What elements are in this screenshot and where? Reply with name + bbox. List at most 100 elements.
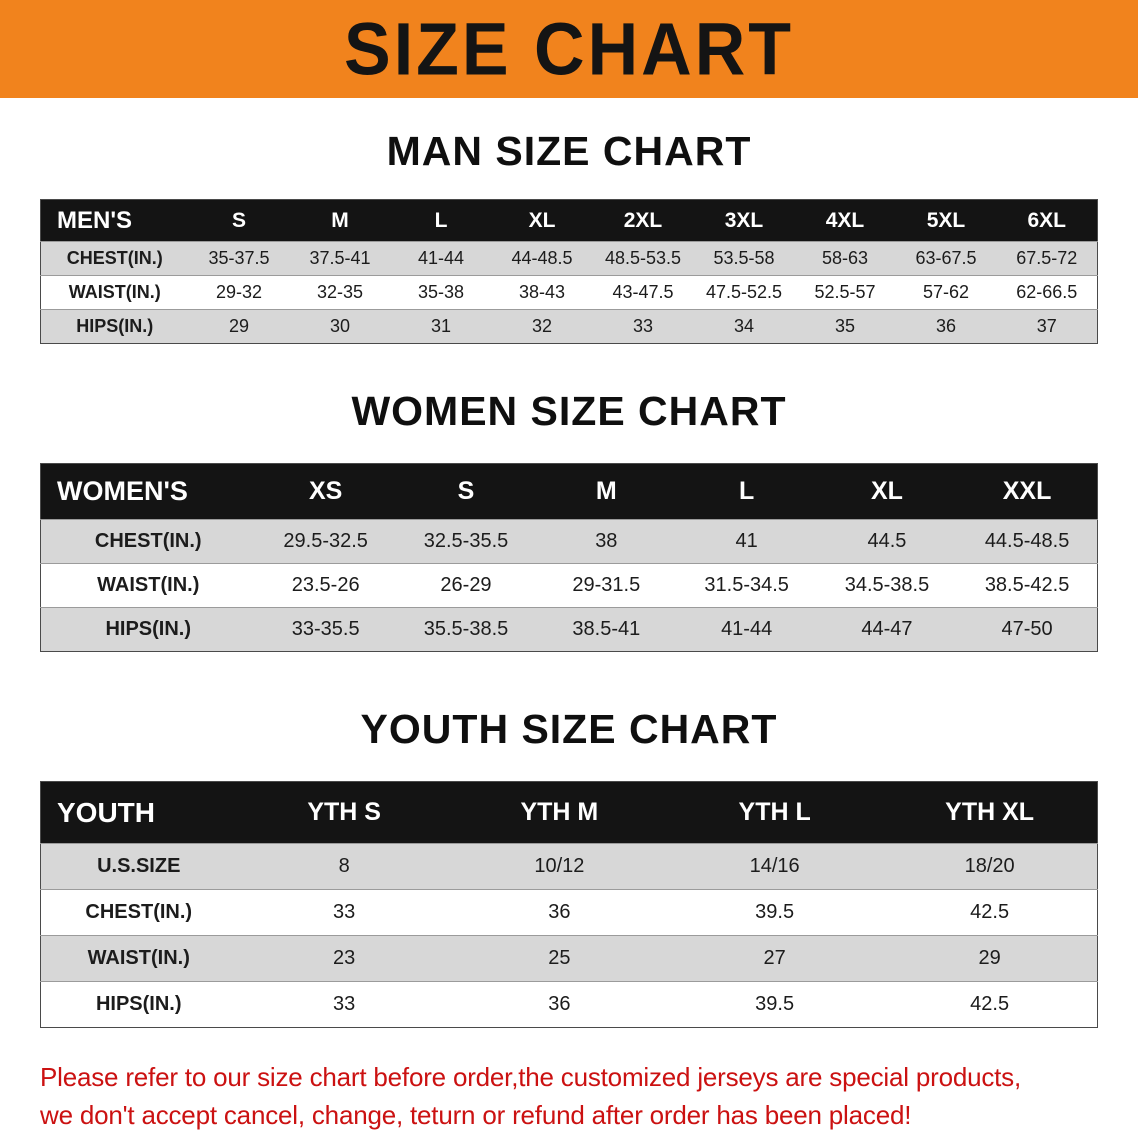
row-label-cell: HIPS(IN.) — [40, 607, 256, 652]
measurement-value-cell: 27 — [667, 935, 883, 982]
measurement-value-cell: 32-35 — [289, 275, 391, 310]
size-column-header: XXL — [957, 463, 1098, 520]
measurement-value-cell: 67.5-72 — [996, 241, 1098, 276]
measurement-value-cell: 32 — [491, 309, 593, 344]
measurement-value-cell: 32.5-35.5 — [395, 519, 537, 564]
header-row: MEN'S S M L XL 2XL 3XL 4XL 5XL 6XL — [40, 199, 1098, 242]
measurement-value-cell: 35 — [794, 309, 896, 344]
measurement-value-cell: 10/12 — [451, 843, 667, 890]
measurement-value-cell: 34.5-38.5 — [816, 563, 958, 608]
disclaimer-line-2: we don't accept cancel, change, teturn o… — [40, 1100, 912, 1130]
measurement-value-cell: 38.5-41 — [536, 607, 677, 652]
measurement-row: WAIST(IN.) 23.5-26 26-29 29-31.5 31.5-34.5 34… — [40, 563, 1098, 608]
measurement-value-cell: 36 — [895, 309, 997, 344]
measurement-row: U.S.SIZE 8 10/12 14/16 18/20 — [40, 843, 1098, 890]
measurement-value-cell: 58-63 — [794, 241, 896, 276]
youth-section-heading: YOUTH SIZE CHART — [360, 706, 778, 752]
size-column-header: M — [289, 199, 391, 242]
measurement-value-cell: 34 — [693, 309, 795, 344]
header-row: YOUTH YTH S YTH M YTH L YTH XL — [40, 781, 1098, 844]
measurement-value-cell: 8 — [236, 843, 452, 890]
measurement-value-cell: 26-29 — [395, 563, 537, 608]
measurement-value-cell: 29-31.5 — [536, 563, 677, 608]
measurement-value-cell: 18/20 — [882, 843, 1098, 890]
measurement-value-cell: 29.5-32.5 — [255, 519, 396, 564]
measurement-value-cell: 42.5 — [882, 981, 1098, 1028]
row-label-cell: WAIST(IN.) — [40, 563, 256, 608]
size-column-header: YTH S — [236, 781, 452, 844]
size-column-header: XS — [255, 463, 396, 520]
row-label-cell: U.S.SIZE — [40, 843, 237, 890]
measurement-value-cell: 31.5-34.5 — [676, 563, 817, 608]
size-chart-banner: SIZE CHART — [0, 0, 1138, 98]
banner-title: SIZE CHART — [344, 7, 794, 91]
size-column-header: S — [395, 463, 537, 520]
measurement-value-cell: 14/16 — [667, 843, 883, 890]
measurement-value-cell: 33 — [236, 981, 452, 1028]
measurement-value-cell: 44.5 — [816, 519, 958, 564]
measurement-row: HIPS(IN.) 33-35.5 35.5-38.5 38.5-41 41-44 44-… — [40, 607, 1098, 652]
size-column-header: 3XL — [693, 199, 795, 242]
table-title-cell: MEN'S — [40, 199, 189, 242]
measurement-value-cell: 62-66.5 — [996, 275, 1098, 310]
measurement-value-cell: 23 — [236, 935, 452, 982]
size-column-header: 6XL — [996, 199, 1098, 242]
measurement-row: WAIST(IN.) 23 25 27 29 — [40, 935, 1098, 982]
measurement-value-cell: 41 — [676, 519, 817, 564]
measurement-value-cell: 42.5 — [882, 889, 1098, 936]
measurement-row: HIPS(IN.) 29 30 31 32 33 34 35 36 37 — [40, 309, 1098, 344]
disclaimer-line-1: Please refer to our size chart before or… — [40, 1062, 1022, 1092]
row-label-cell: CHEST(IN.) — [40, 519, 256, 564]
measurement-value-cell: 38-43 — [491, 275, 593, 310]
table-title-cell: YOUTH — [40, 781, 237, 844]
measurement-value-cell: 43-47.5 — [592, 275, 694, 310]
measurement-value-cell: 38 — [536, 519, 677, 564]
measurement-value-cell: 47.5-52.5 — [693, 275, 795, 310]
measurement-value-cell: 44-48.5 — [491, 241, 593, 276]
measurement-row: WAIST(IN.) 29-32 32-35 35-38 38-43 43-47.5 47.… — [40, 275, 1098, 310]
measurement-value-cell: 35.5-38.5 — [395, 607, 537, 652]
row-label-cell: WAIST(IN.) — [40, 275, 189, 310]
size-column-header: XL — [491, 199, 593, 242]
women-size-table: WOMEN'S XS S M L XL XXL CHEST(IN.) 29.5-32.5 32.5… — [40, 463, 1098, 652]
measurement-value-cell: 33 — [236, 889, 452, 936]
measurement-value-cell: 44.5-48.5 — [957, 519, 1098, 564]
measurement-value-cell: 35-38 — [390, 275, 492, 310]
row-label-cell: HIPS(IN.) — [40, 309, 189, 344]
measurement-value-cell: 36 — [451, 981, 667, 1028]
measurement-value-cell: 25 — [451, 935, 667, 982]
women-section-heading: WOMEN SIZE CHART — [351, 388, 787, 434]
measurement-value-cell: 41-44 — [390, 241, 492, 276]
measurement-value-cell: 29 — [882, 935, 1098, 982]
measurement-value-cell: 37.5-41 — [289, 241, 391, 276]
row-label-cell: CHEST(IN.) — [40, 241, 189, 276]
measurement-row: CHEST(IN.) 29.5-32.5 32.5-35.5 38 41 44.5 44.5… — [40, 519, 1098, 564]
measurement-value-cell: 31 — [390, 309, 492, 344]
measurement-value-cell: 29-32 — [188, 275, 290, 310]
measurement-value-cell: 33-35.5 — [255, 607, 396, 652]
measurement-value-cell: 39.5 — [667, 981, 883, 1028]
size-column-header: XL — [816, 463, 958, 520]
youth-size-table: YOUTH YTH S YTH M YTH L YTH XL U.S.SIZE 8 10/12… — [40, 781, 1098, 1028]
size-column-header: 4XL — [794, 199, 896, 242]
size-column-header: 2XL — [592, 199, 694, 242]
measurement-value-cell: 44-47 — [816, 607, 958, 652]
size-column-header: 5XL — [895, 199, 997, 242]
size-column-header: S — [188, 199, 290, 242]
size-column-header: YTH L — [667, 781, 883, 844]
measurement-value-cell: 48.5-53.5 — [592, 241, 694, 276]
row-label-cell: HIPS(IN.) — [40, 981, 237, 1028]
measurement-value-cell: 38.5-42.5 — [957, 563, 1098, 608]
measurement-value-cell: 52.5-57 — [794, 275, 896, 310]
measurement-value-cell: 29 — [188, 309, 290, 344]
measurement-value-cell: 41-44 — [676, 607, 817, 652]
size-column-header: YTH M — [451, 781, 667, 844]
measurement-row: HIPS(IN.) 33 36 39.5 42.5 — [40, 981, 1098, 1028]
measurement-value-cell: 53.5-58 — [693, 241, 795, 276]
measurement-value-cell: 37 — [996, 309, 1098, 344]
measurement-value-cell: 23.5-26 — [255, 563, 396, 608]
row-label-cell: WAIST(IN.) — [40, 935, 237, 982]
table-title-cell: WOMEN'S — [40, 463, 256, 520]
size-column-header: L — [676, 463, 817, 520]
measurement-row: CHEST(IN.) 35-37.5 37.5-41 41-44 44-48.5 48.5… — [40, 241, 1098, 276]
